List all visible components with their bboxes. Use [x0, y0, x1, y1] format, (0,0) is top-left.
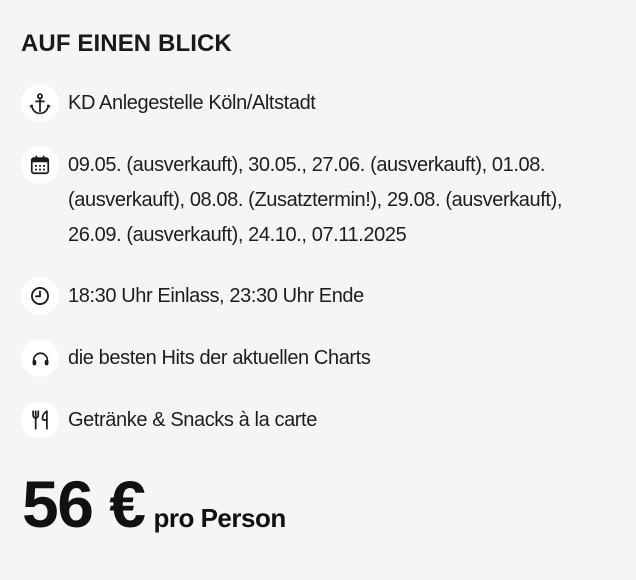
- dates-text: 09.05. (ausverkauft), 30.05., 27.06. (au…: [68, 154, 562, 246]
- location-text: KD Anlegestelle Köln/Altstadt: [68, 92, 316, 114]
- list-item-music: die besten Hits der aktuellen Charts: [21, 339, 612, 377]
- price-line: 56 € pro Person: [22, 471, 612, 537]
- price-unit: pro Person: [153, 503, 286, 533]
- music-text: die besten Hits der aktuellen Charts: [68, 347, 371, 369]
- time-text: 18:30 Uhr Einlass, 23:30 Uhr Ende: [68, 285, 364, 307]
- panel-title: AUF EINEN BLICK: [21, 30, 232, 57]
- food-text: Getränke & Snacks à la carte: [68, 409, 317, 431]
- price-amount: 56 €: [22, 467, 146, 541]
- list-item-location: KD Anlegestelle Köln/Altstadt: [21, 84, 612, 122]
- info-list: KD Anlegestelle Köln/Altstadt 09.05. (au…: [21, 84, 612, 439]
- list-item-dates: 09.05. (ausverkauft), 30.05., 27.06. (au…: [21, 146, 612, 253]
- utensils-icon: [21, 401, 59, 439]
- clock-icon: [21, 277, 59, 315]
- calendar-icon: [21, 146, 59, 184]
- headphones-icon: [21, 339, 59, 377]
- at-a-glance-panel: AUF EINEN BLICK KD Anlegestelle Köln/Alt…: [21, 30, 612, 537]
- list-item-food: Getränke & Snacks à la carte: [21, 401, 612, 439]
- list-item-time: 18:30 Uhr Einlass, 23:30 Uhr Ende: [21, 277, 612, 315]
- anchor-icon: [21, 84, 59, 122]
